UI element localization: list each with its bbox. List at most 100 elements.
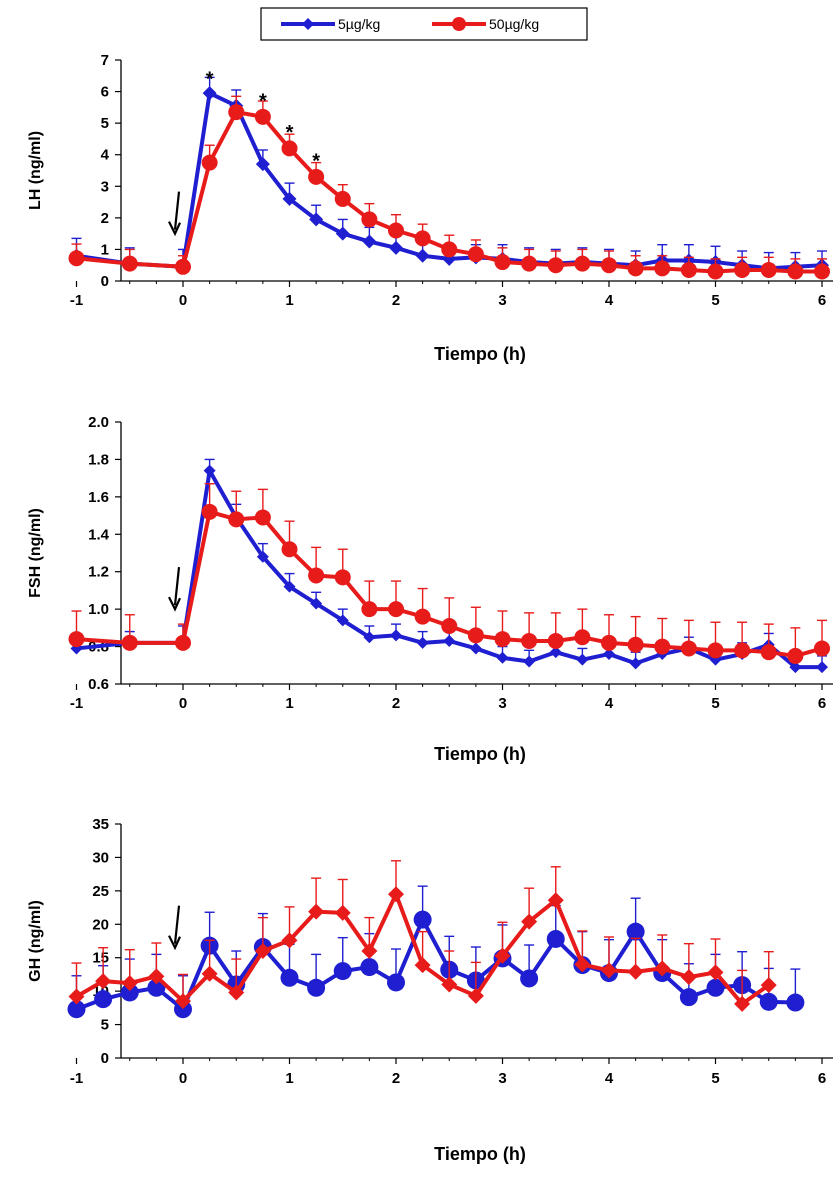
data-point: [334, 904, 351, 921]
data-point: [467, 627, 484, 644]
series-line: [75, 917, 796, 1012]
x-tick-label: 5: [711, 292, 719, 309]
injection-arrow-shaft: [173, 567, 181, 606]
x-tick-label: 3: [498, 1070, 506, 1087]
data-point: [308, 168, 325, 185]
data-point: [707, 642, 724, 659]
data-point: [706, 978, 725, 997]
data-point: [627, 636, 644, 653]
x-tick-label: 2: [392, 695, 400, 712]
data-point: [787, 263, 804, 280]
data-point: [387, 973, 405, 992]
injection-arrow-head: [168, 221, 182, 237]
data-point: [469, 642, 482, 655]
data-point: [281, 541, 298, 558]
data-point: [310, 597, 323, 610]
x-axis-label: Tiempo (h): [434, 344, 526, 364]
y-tick-label: 35: [92, 816, 109, 833]
x-tick-label: 4: [605, 1070, 614, 1087]
x-tick-label: 2: [392, 1070, 400, 1087]
x-axis-label: Tiempo (h): [434, 744, 526, 764]
data-point: [654, 260, 671, 277]
y-tick-label: 0: [101, 1050, 109, 1067]
data-point: [760, 977, 777, 994]
data-point: [654, 960, 671, 977]
y-axis-label: GH (ng/ml): [27, 900, 44, 982]
series-50ug: [68, 483, 830, 664]
injection-arrow-shaft: [173, 191, 181, 230]
data-point: [547, 892, 564, 909]
data-point: [574, 255, 591, 272]
data-point: [760, 261, 777, 278]
data-point: [441, 241, 458, 258]
data-point: [228, 984, 245, 1001]
data-point: [601, 257, 617, 274]
data-point: [787, 647, 804, 664]
x-tick-label: 0: [179, 695, 187, 712]
data-point: [734, 261, 751, 278]
legend-label-50ug: 50µg/kg: [489, 16, 539, 32]
x-tick-label: 6: [818, 1070, 826, 1087]
y-tick-label: 20: [92, 916, 109, 933]
data-point: [680, 969, 697, 986]
significance-star: *: [312, 150, 320, 172]
y-tick-label: 1.2: [88, 564, 109, 581]
data-point: [414, 230, 431, 247]
data-point: [523, 655, 536, 668]
data-point: [759, 992, 778, 1011]
x-tick-label: -1: [70, 1070, 83, 1087]
x-tick-label: 1: [285, 695, 293, 712]
y-tick-label: 6: [101, 84, 109, 101]
legend-marker-50ug: [452, 17, 466, 31]
data-point: [201, 965, 218, 982]
data-point: [68, 988, 85, 1005]
data-point: [255, 157, 270, 172]
data-point: [228, 511, 245, 528]
data-point: [441, 976, 458, 993]
y-tick-label: 2.0: [88, 414, 109, 431]
chart-panel-lh: 0 1 2 3 4 5 6 7 -1 0 1 2 3 4 5 6 LH (ng/ml) Tiempo (h) * * *…: [27, 52, 833, 364]
data-point: [603, 648, 615, 661]
data-point: [254, 108, 271, 125]
data-point: [760, 644, 777, 661]
data-point: [121, 634, 138, 651]
data-point: [256, 550, 269, 563]
data-point: [441, 617, 458, 634]
x-tick-label: 1: [285, 292, 293, 309]
data-point: [814, 640, 830, 657]
data-point: [388, 886, 404, 903]
y-tick-label: 1.0: [88, 601, 109, 618]
data-point: [416, 636, 429, 649]
y-tick-label: 0.6: [88, 676, 109, 693]
data-point: [363, 631, 376, 644]
y-tick-label: 1.8: [88, 451, 109, 468]
data-point: [389, 240, 403, 255]
data-point: [414, 608, 431, 625]
data-point: [680, 261, 697, 278]
data-point: [362, 234, 377, 249]
data-point: [360, 958, 379, 977]
data-point: [413, 910, 432, 929]
x-tick-label: 3: [498, 695, 506, 712]
data-point: [175, 993, 191, 1010]
data-point: [520, 969, 539, 988]
x-tick-label: -1: [70, 292, 83, 309]
data-point: [388, 222, 404, 239]
data-point: [228, 104, 245, 121]
data-point: [281, 140, 298, 157]
data-point: [414, 957, 431, 974]
data-point: [120, 983, 139, 1002]
data-point: [521, 632, 538, 649]
data-point: [201, 154, 218, 171]
data-point: [601, 634, 617, 651]
data-point: [254, 509, 271, 526]
data-point: [390, 629, 402, 642]
data-point: [307, 978, 326, 997]
x-tick-label: 4: [605, 695, 614, 712]
x-tick-label: 5: [711, 695, 719, 712]
significance-star: *: [286, 122, 294, 144]
data-point: [148, 968, 165, 985]
x-tick-label: 3: [498, 292, 506, 309]
